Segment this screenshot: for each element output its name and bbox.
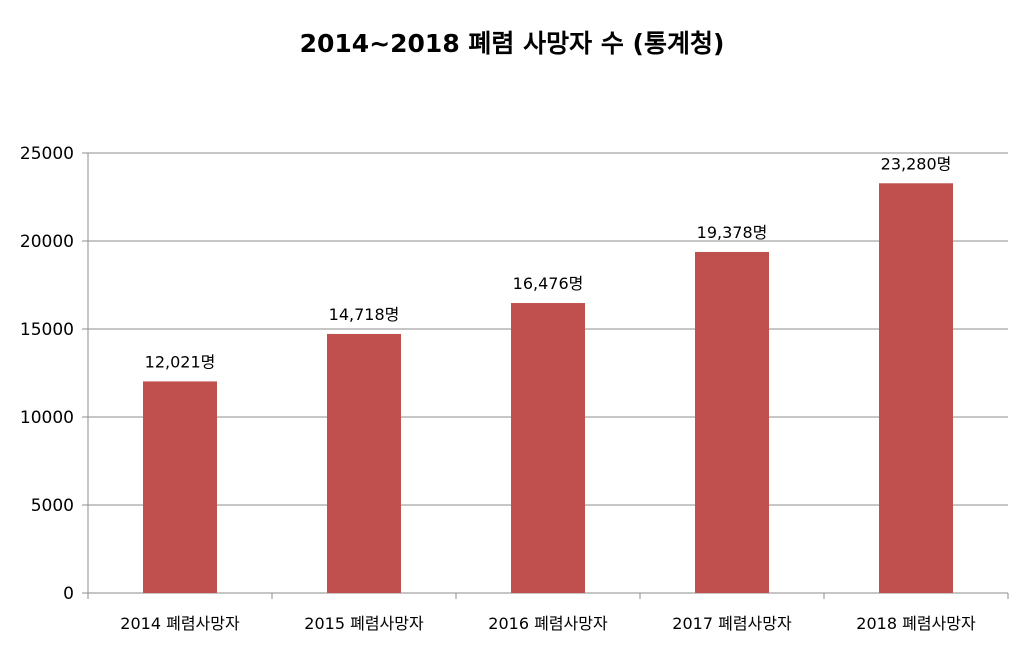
x-tick-label: 2015 폐렴사망자 [304, 614, 424, 633]
bar [143, 381, 217, 593]
bars [143, 183, 953, 593]
y-tick-label: 10000 [20, 408, 74, 428]
bar [511, 303, 585, 593]
chart-title: 2014~2018 폐렴 사망자 수 (통계청) [300, 29, 725, 58]
bar [695, 251, 769, 593]
data-label: 23,280명 [881, 154, 952, 173]
data-label: 16,476명 [513, 274, 584, 293]
bar [327, 333, 401, 593]
x-tick-label: 2016 폐렴사망자 [488, 614, 608, 633]
y-tick-label: 20000 [20, 232, 74, 252]
x-tick-label: 2014 폐렴사망자 [120, 614, 240, 633]
y-tick-label: 0 [63, 584, 74, 604]
bar [879, 183, 953, 593]
y-tick-label: 25000 [20, 144, 74, 164]
data-label: 12,021명 [145, 352, 216, 371]
x-axis: 2014 폐렴사망자 2015 폐렴사망자 2016 폐렴사망자 2017 폐렴사망자… [87, 593, 1009, 633]
data-label: 14,718명 [329, 305, 400, 324]
y-tick-label: 5000 [31, 496, 74, 516]
y-tick-label: 15000 [20, 320, 74, 340]
y-axis-ticks: 0 5000 10000 15000 20000 25000 [20, 144, 89, 604]
data-labels: 12,021명 14,718명 16,476명 19,378명 23,280명 [145, 154, 952, 371]
data-label: 19,378명 [697, 223, 768, 242]
x-tick-label: 2018 폐렴사망자 [856, 614, 976, 633]
x-tick-label: 2017 폐렴사망자 [672, 614, 792, 633]
